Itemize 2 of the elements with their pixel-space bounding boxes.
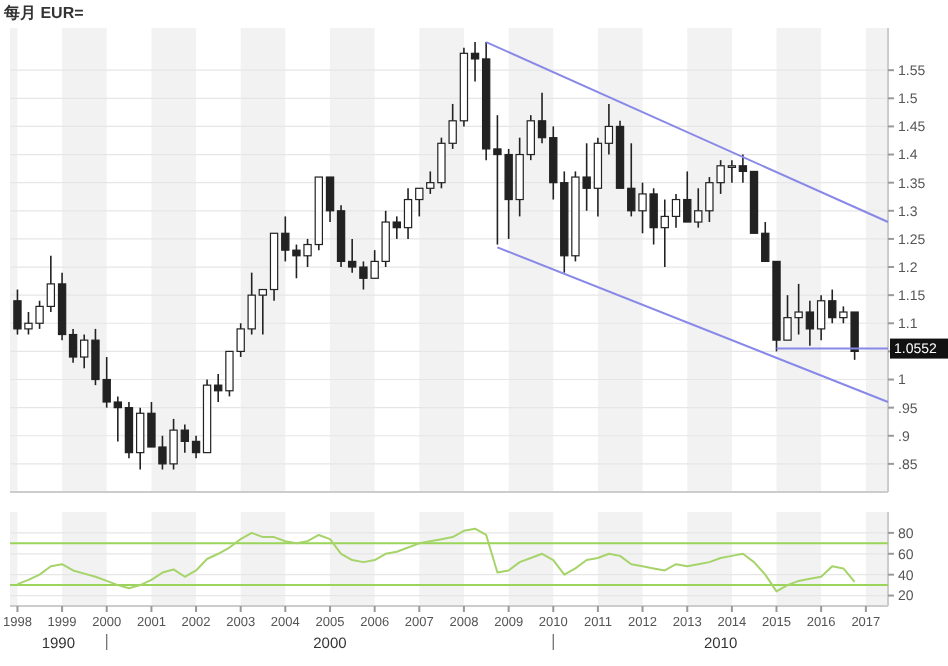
chart-title: 每月 EUR= bbox=[2, 4, 85, 22]
line-series bbox=[16, 527, 856, 593]
